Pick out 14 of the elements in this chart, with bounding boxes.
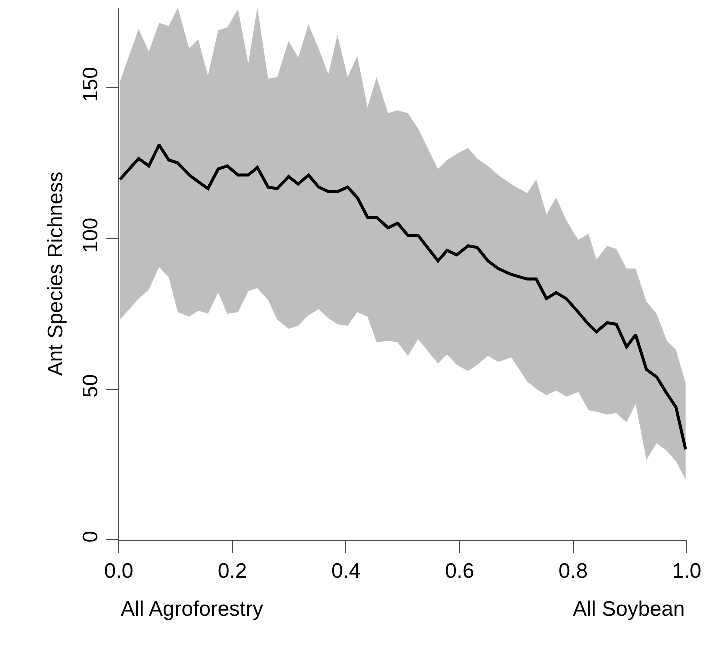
- y-tick-label: 100: [80, 218, 103, 253]
- y-tick-label: 150: [80, 67, 103, 102]
- x-tick-label: 0.2: [218, 560, 248, 584]
- x-tick-label: 1.0: [672, 560, 702, 584]
- x-tick-label: 0.8: [558, 560, 588, 584]
- text: All Agroforestry: [121, 598, 264, 621]
- text: All Soybean: [573, 598, 686, 621]
- y-tick-label: 50: [80, 374, 103, 398]
- line-series: [119, 144, 687, 452]
- x-tick-label: 0.4: [332, 560, 362, 584]
- y-axis-title: Ant Species Richness: [44, 172, 68, 376]
- y-tick-label: 0: [80, 531, 103, 543]
- x-tick-label: 0.6: [445, 560, 474, 584]
- x-tick-label: 0.0: [104, 560, 134, 584]
